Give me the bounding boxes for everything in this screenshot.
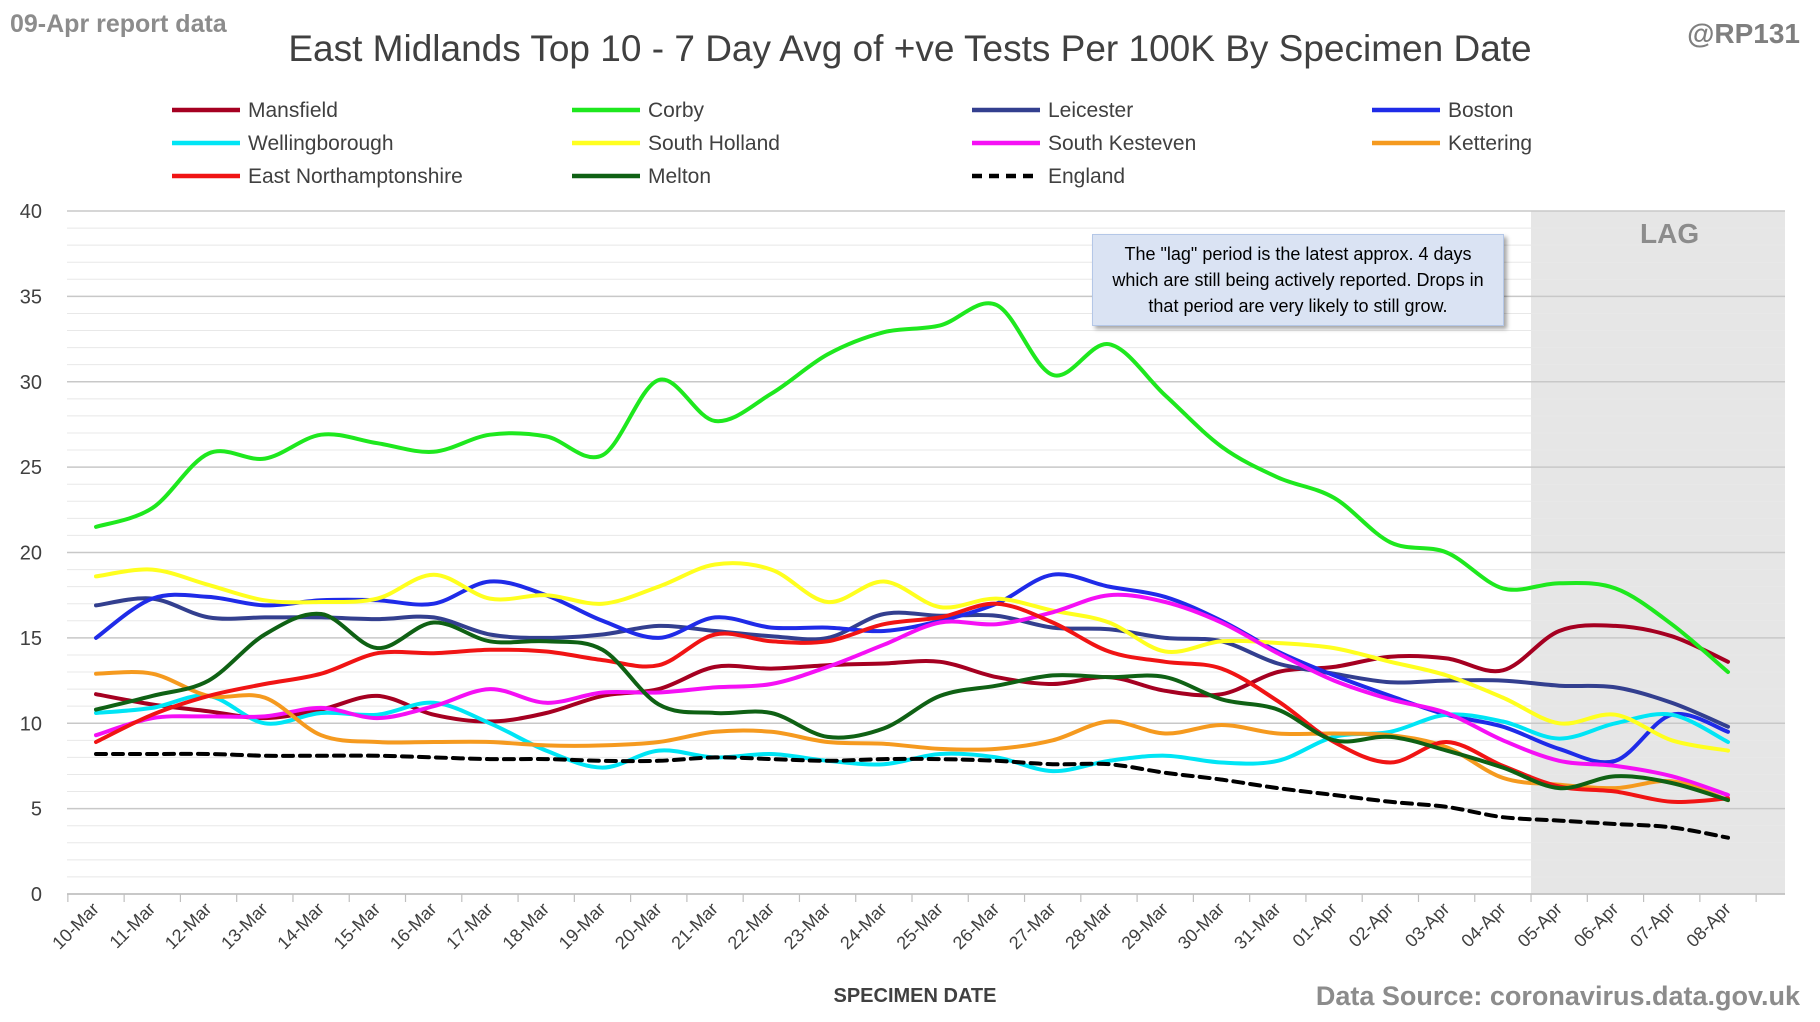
x-tick-label: 24-Mar: [836, 899, 890, 953]
x-tick-label: 01-Apr: [1289, 899, 1341, 951]
report-date-label: 09-Apr report data: [10, 10, 227, 38]
y-tick-label: 10: [20, 713, 42, 735]
lag-label: LAG: [1640, 218, 1700, 249]
y-tick-label: 30: [20, 372, 42, 394]
author-handle: @RP131: [1687, 18, 1800, 49]
legend-label-boston: Boston: [1448, 99, 1513, 122]
legend-label-mansfield: Mansfield: [248, 99, 338, 122]
y-tick-label: 5: [31, 799, 42, 821]
chart-title: East Midlands Top 10 - 7 Day Avg of +ve …: [288, 28, 1532, 69]
y-axis-ticks: 0 5 10 15 20 25 30 35 40: [20, 201, 42, 906]
legend-label-corby: Corby: [648, 99, 705, 122]
legend-label-kettering: Kettering: [1448, 132, 1532, 155]
x-tick-label: 27-Mar: [1005, 899, 1059, 953]
series-lines: [94, 301, 1730, 840]
y-tick-label: 20: [20, 543, 42, 565]
x-tick-label: 08-Apr: [1682, 899, 1734, 951]
x-tick-label: 14-Mar: [273, 899, 327, 953]
y-tick-label: 15: [20, 628, 42, 650]
x-tick-label: 16-Mar: [386, 899, 440, 953]
x-tick-label: 10-Mar: [48, 899, 102, 953]
legend-label-wellingborough: Wellingborough: [248, 132, 394, 155]
x-tick-label: 22-Mar: [724, 899, 778, 953]
x-tick-label: 02-Apr: [1345, 899, 1397, 951]
x-tick-label: 25-Mar: [893, 899, 947, 953]
x-tick-label: 07-Apr: [1626, 899, 1678, 951]
series-line-east-northamptonshire: [94, 601, 1730, 804]
data-source: Data Source: coronavirus.data.gov.uk: [1315, 981, 1800, 1011]
x-tick-label: 29-Mar: [1118, 899, 1172, 953]
series-line-corby: [94, 301, 1730, 674]
series-line-south-kesteven: [94, 592, 1730, 797]
x-tick-label: 18-Mar: [499, 899, 553, 953]
x-axis-title: SPECIMEN DATE: [834, 985, 997, 1007]
y-tick-label: 0: [31, 884, 42, 906]
x-tick-label: 30-Mar: [1174, 899, 1228, 953]
y-tick-label: 25: [20, 457, 42, 479]
x-tick-label: 31-Mar: [1230, 899, 1284, 953]
legend-label-south-holland: South Holland: [648, 132, 780, 155]
series-line-england: [94, 751, 1730, 840]
x-tick-label: 06-Apr: [1570, 899, 1622, 951]
x-tick-label: 03-Apr: [1401, 899, 1453, 951]
x-tick-label: 15-Mar: [330, 899, 384, 953]
legend-label-melton: Melton: [648, 165, 711, 188]
y-tick-label: 35: [20, 286, 42, 308]
x-tick-label: 26-Mar: [949, 899, 1003, 953]
legend: Mansfield Corby Leicester Boston Wellingboro…: [172, 99, 1532, 188]
series-line-south-holland: [94, 561, 1730, 753]
legend-label-leicester: Leicester: [1048, 99, 1133, 122]
x-tick-label: 12-Mar: [161, 899, 215, 953]
x-tick-label: 05-Apr: [1514, 899, 1566, 951]
x-axis-ticks: 10-Mar 11-Mar 12-Mar 13-Mar 14-Mar 15-Mar 16-M…: [48, 894, 1757, 953]
x-tick-label: 23-Mar: [780, 899, 834, 953]
x-tick-label: 13-Mar: [217, 899, 271, 953]
legend-label-east-northamptonshire: East Northamptonshire: [248, 165, 463, 188]
legend-label-england: England: [1048, 165, 1125, 188]
series-line-leicester: [94, 596, 1730, 729]
y-tick-label: 40: [20, 201, 42, 223]
lag-note-callout: The "lag" period is the latest approx. 4…: [1092, 234, 1504, 326]
series-line-melton: [94, 611, 1730, 803]
x-tick-label: 28-Mar: [1061, 899, 1115, 953]
legend-label-south-kesteven: South Kesteven: [1048, 132, 1196, 155]
series-line-mansfield: [94, 623, 1730, 724]
x-tick-label: 20-Mar: [611, 899, 665, 953]
x-tick-label: 11-Mar: [106, 899, 160, 953]
x-tick-label: 17-Mar: [442, 899, 496, 953]
x-tick-label: 21-Mar: [667, 899, 721, 953]
gridlines: [67, 210, 1785, 895]
x-tick-label: 04-Apr: [1457, 899, 1509, 951]
x-tick-label: 19-Mar: [555, 899, 609, 953]
